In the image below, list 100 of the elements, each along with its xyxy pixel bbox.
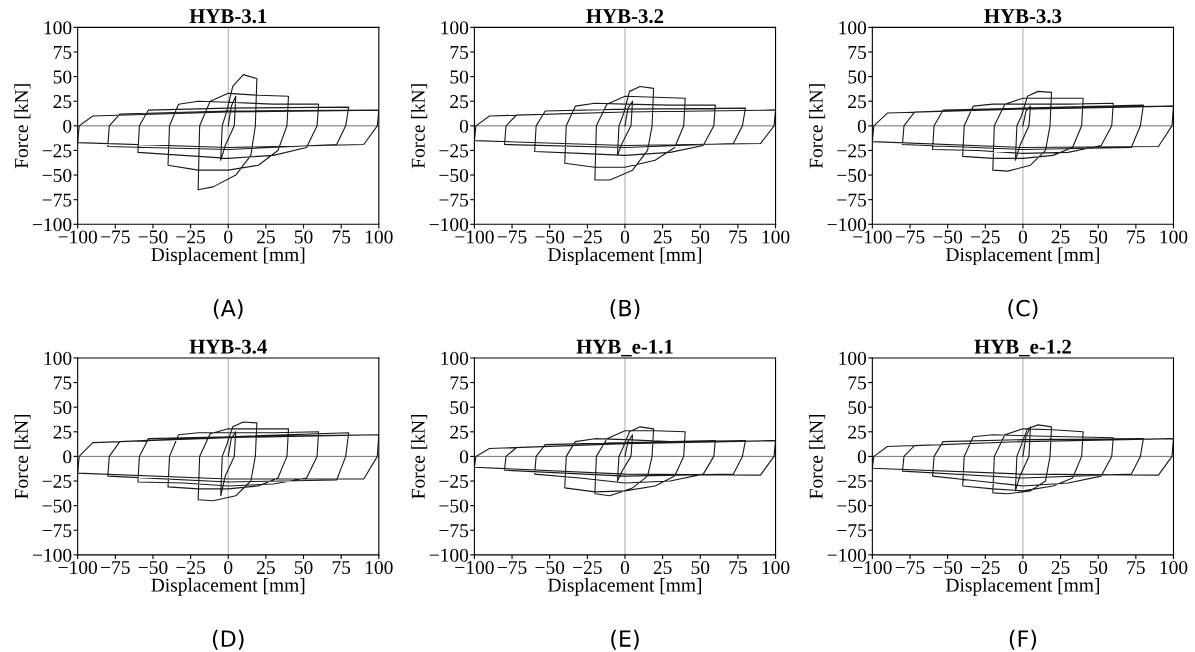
y-tick-label: −25 [439,144,469,158]
y-tick-label: 50 [53,70,72,84]
chart-title: HYB-3.1 [189,9,267,24]
y-tick-label: −100 [429,548,469,562]
text: (F) [1009,629,1037,650]
x-tick-label: 50 [691,230,710,244]
y-tick-label: −75 [42,524,72,538]
x-tick-label: 75 [332,230,351,244]
x-axis-title: Displacement [mm] [151,247,305,266]
line-series [77,74,379,191]
x-tick-label: 50 [1089,560,1108,575]
x-tick-label: −50 [535,230,565,244]
x-tick-label: 25 [257,230,275,244]
line-series [77,421,379,502]
x-tick-label: −25 [573,561,602,575]
y-axis-title: Force [kN] [809,414,826,499]
chart-title: HYB-3.2 [586,9,664,24]
line-series [872,90,1174,172]
x-tick-label: 100 [762,560,790,575]
y-tick-label: 50 [53,400,72,415]
x-tick-label: −50 [138,230,168,244]
y-tick-label: 0 [63,450,72,464]
x-tick-label: 0 [620,230,630,244]
chart-title: HYB-3.4 [189,339,267,354]
x-axis-title: Displacement [mm] [945,578,1099,596]
x-tick-label: 100 [365,560,393,575]
x-axis-title: Displacement [mm] [945,247,1099,266]
y-axis-title: Force [kN] [411,84,428,169]
y-tick-label: −25 [439,474,469,488]
x-tick-label: 25 [1051,561,1070,575]
x-tick-label: 100 [1160,560,1188,575]
y-axis-title: Force [kN] [411,414,428,499]
text: (B) [610,299,640,320]
y-tick-label: −100 [32,218,72,232]
x-tick-label: 100 [365,230,393,244]
y-tick-label: −100 [32,548,72,562]
x-tick-label: 25 [1051,230,1070,244]
y-tick-label: −75 [42,193,72,207]
y-tick-label: 50 [450,70,469,84]
x-tick-label: 75 [729,561,747,575]
line-series [474,85,776,181]
line-series [474,426,776,497]
y-tick-label: 100 [44,351,72,365]
y-tick-label: 50 [450,400,469,415]
y-tick-label: 75 [450,46,469,59]
x-axis-title: Displacement [mm] [151,578,305,596]
x-tick-label: −50 [138,560,168,575]
x-tick-label: 0 [224,230,233,244]
y-tick-label: 75 [848,46,867,59]
x-tick-label: 75 [729,230,747,244]
y-tick-label: 75 [450,376,469,390]
x-tick-label: −75 [497,561,527,575]
y-tick-label: 75 [53,46,72,59]
text: (A) [213,299,243,320]
y-tick-label: 100 [441,351,469,365]
x-tick-label: 75 [332,561,351,575]
y-tick-label: 0 [459,450,469,464]
chart-title: HYB_e-1.2 [974,339,1071,357]
x-tick-label: 25 [257,561,275,575]
y-tick-label: 25 [848,425,867,439]
x-tick-label: 75 [1127,230,1145,244]
x-tick-label: 100 [762,230,790,244]
y-tick-label: −50 [439,168,469,182]
y-axis-title: Force [kN] [809,84,826,169]
y-tick-label: −25 [837,144,867,158]
x-tick-label: 0 [1018,560,1028,575]
y-tick-label: 0 [857,119,867,133]
x-axis-title: Displacement [mm] [548,578,702,596]
text: (E) [611,629,639,650]
y-tick-label: 50 [848,400,867,415]
y-tick-label: 100 [441,21,469,35]
x-tick-label: −25 [176,230,206,244]
y-tick-label: −100 [827,548,867,562]
x-tick-label: −25 [971,561,1000,575]
x-tick-label: 50 [294,560,313,575]
y-tick-label: −75 [439,524,469,538]
y-tick-label: −75 [837,193,867,207]
x-tick-label: −25 [573,230,602,244]
y-tick-label: −75 [837,524,867,538]
y-tick-label: −50 [42,168,72,182]
y-tick-label: −50 [42,499,72,513]
y-tick-label: −25 [42,144,72,158]
x-tick-label: 25 [653,230,672,244]
y-tick-label: 25 [53,425,72,439]
y-tick-label: −50 [837,168,867,182]
x-tick-label: 50 [294,230,313,244]
x-tick-label: −75 [101,561,130,575]
y-tick-label: 0 [857,450,867,464]
x-tick-label: −75 [101,230,130,244]
x-tick-label: 50 [691,560,710,575]
y-tick-label: 100 [839,21,867,35]
x-tick-label: 100 [1160,230,1188,244]
x-tick-label: −75 [497,230,527,244]
x-tick-label: 75 [1127,561,1145,575]
chart-title: HYB_e-1.1 [576,339,673,357]
x-tick-label: 0 [224,560,233,575]
x-tick-label: −25 [971,230,1000,244]
x-tick-label: 50 [1089,230,1108,244]
y-tick-label: 25 [848,95,867,109]
y-tick-label: 100 [839,351,867,365]
